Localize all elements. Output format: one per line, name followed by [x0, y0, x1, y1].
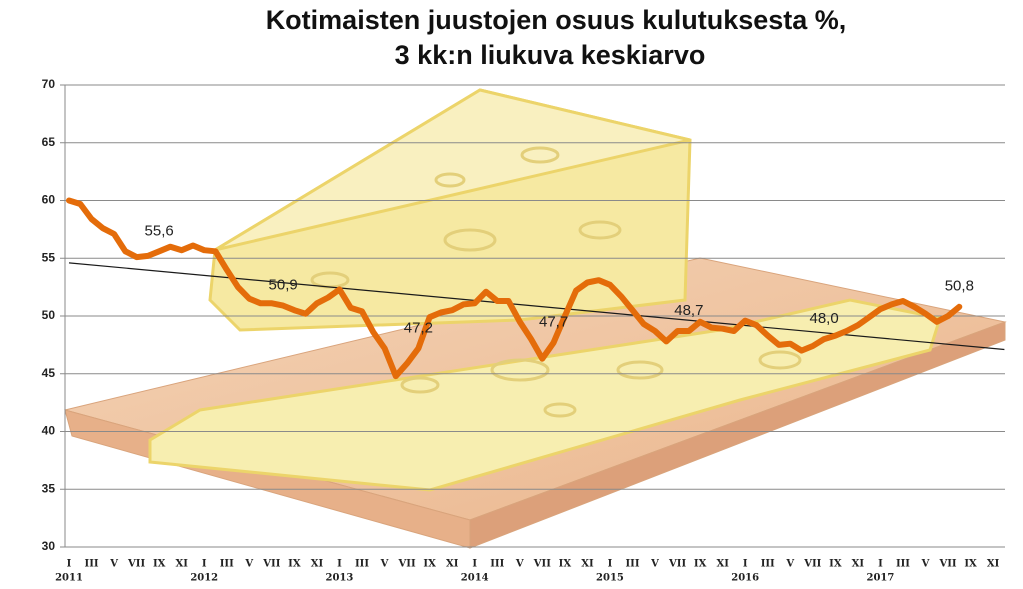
- year-label: 2016: [731, 573, 759, 584]
- x-tick-label: VII: [668, 559, 686, 570]
- x-tick-label: I: [67, 559, 72, 570]
- x-tick-label: I: [743, 559, 748, 570]
- x-tick-label: I: [608, 559, 613, 570]
- chart-title: Kotimaisten juustojen osuus kulutuksesta…: [266, 5, 847, 35]
- year-label: 2013: [326, 573, 354, 584]
- trend-line: [68, 262, 1005, 351]
- x-tick-label: V: [650, 559, 659, 570]
- y-tick-label: 60: [42, 193, 56, 207]
- data-label: 50,8: [945, 278, 974, 295]
- y-tick-label: 30: [42, 539, 56, 553]
- y-tick-label: 45: [42, 366, 56, 380]
- x-tick-label: VII: [398, 559, 416, 570]
- data-label: 48,7: [674, 302, 703, 319]
- x-tick-label: I: [472, 559, 477, 570]
- x-tick-label: IX: [829, 559, 842, 570]
- year-label: 2012: [190, 573, 218, 584]
- x-tick-label: IX: [559, 559, 572, 570]
- x-tick-label: V: [244, 559, 253, 570]
- year-label: 2017: [867, 573, 895, 584]
- x-tick-label: III: [220, 559, 234, 570]
- data-line: [66, 197, 963, 380]
- x-tick-label: I: [202, 559, 207, 570]
- x-tick-label: XI: [987, 559, 1000, 570]
- x-tick-label: V: [515, 559, 524, 570]
- year-label: 2015: [596, 573, 624, 584]
- x-tick-label: VII: [127, 559, 145, 570]
- x-tick-label: V: [785, 559, 794, 570]
- x-tick-label: V: [109, 559, 118, 570]
- x-tick-label: III: [85, 559, 99, 570]
- x-tick-label: V: [921, 559, 930, 570]
- y-tick-label: 40: [42, 424, 56, 438]
- x-tick-label: IX: [423, 559, 436, 570]
- data-label: 50,9: [269, 277, 298, 294]
- data-label: 47,7: [539, 314, 568, 331]
- x-tick-label: I: [337, 559, 342, 570]
- x-tick-label: III: [896, 559, 910, 570]
- x-tick-label: XI: [311, 559, 324, 570]
- x-tick-label: VII: [803, 559, 821, 570]
- x-tick-label: VII: [533, 559, 551, 570]
- year-label: 2014: [461, 573, 489, 584]
- x-tick-label: I: [878, 559, 883, 570]
- x-tick-label: XI: [852, 559, 865, 570]
- x-tick-label: XI: [175, 559, 188, 570]
- x-tick-label: IX: [964, 559, 977, 570]
- y-tick-label: 55: [42, 250, 56, 264]
- y-tick-label: 50: [42, 308, 56, 322]
- x-tick-label: V: [380, 559, 389, 570]
- x-tick-label: III: [490, 559, 504, 570]
- data-label: 55,6: [145, 222, 174, 239]
- background-illustration: [64, 88, 1007, 549]
- x-tick-label: XI: [716, 559, 729, 570]
- x-tick-label: XI: [581, 559, 594, 570]
- x-tick-label: IX: [288, 559, 301, 570]
- x-tick-label: IX: [694, 559, 707, 570]
- y-tick-label: 35: [42, 481, 56, 495]
- x-tick-label: III: [625, 559, 639, 570]
- x-tick-label: III: [761, 559, 775, 570]
- chart-title: 3 kk:n liukuva keskiarvo: [395, 40, 706, 70]
- year-label: 2011: [55, 573, 83, 584]
- x-tick-label: VII: [262, 559, 280, 570]
- y-tick-label: 70: [42, 77, 56, 91]
- x-tick-label: XI: [446, 559, 459, 570]
- data-label: 47,2: [404, 319, 433, 336]
- x-tick-label: III: [355, 559, 369, 570]
- x-tick-label: IX: [153, 559, 166, 570]
- x-tick-label: VII: [938, 559, 956, 570]
- data-label: 48,0: [809, 310, 838, 327]
- y-tick-label: 65: [42, 135, 56, 149]
